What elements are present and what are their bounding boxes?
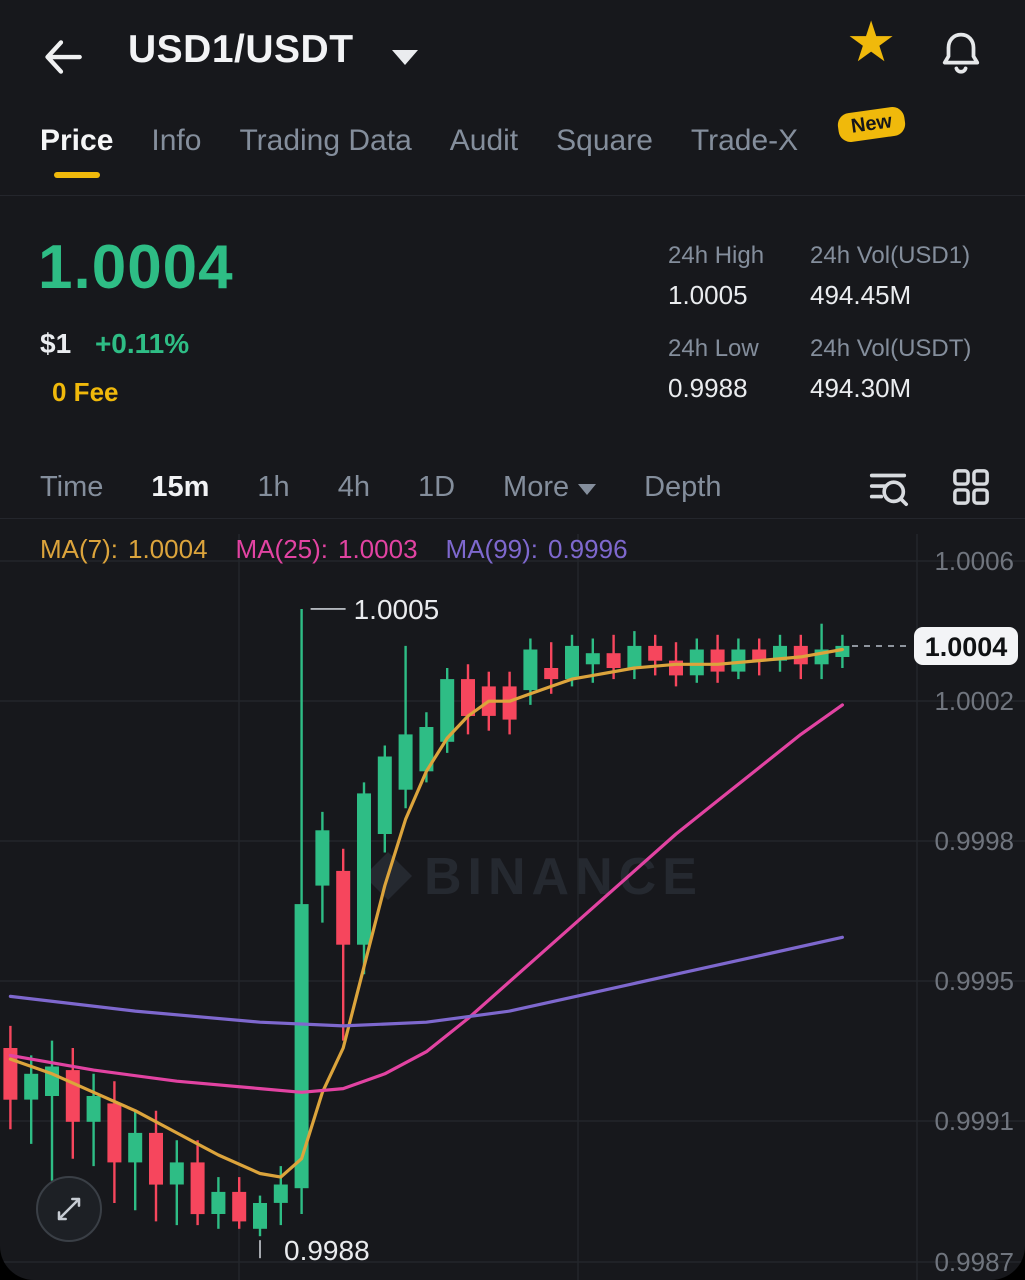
tab-square[interactable]: Square <box>556 124 653 157</box>
tab-audit[interactable]: Audit <box>449 124 519 157</box>
ma-lines <box>8 647 844 1179</box>
stat-label: 24h Low <box>668 335 759 362</box>
tf-time[interactable]: Time <box>40 470 104 503</box>
watermark-text: BINANCE <box>424 848 703 906</box>
tab-info[interactable]: Info <box>151 124 202 157</box>
timeframe-bar: Time 15m 1h 4h 1D More Depth <box>40 464 993 510</box>
tf-15m[interactable]: 15m <box>151 470 210 503</box>
fiat-price: $1 <box>40 328 72 359</box>
ma-line-MA(25) <box>8 703 844 1094</box>
tf-depth[interactable]: Depth <box>644 470 722 503</box>
ma25-legend: MA(25): 1.0003 <box>236 534 418 565</box>
price-axis-labels: 1.0006 1.0002 0.9998 0.9995 0.9991 0.9987 <box>934 546 1014 1277</box>
last-price: 1.0004 <box>38 233 234 302</box>
svg-text:0.9987: 0.9987 <box>934 1247 1014 1277</box>
ma25-value: 1.0003 <box>338 534 418 564</box>
stat-24h-high: 24h High 1.0005 <box>668 242 810 311</box>
favorite-star-icon[interactable]: ★ <box>846 10 897 73</box>
stat-value: 0.9988 <box>668 373 748 403</box>
tab-trade-x[interactable]: Trade-X <box>690 124 799 157</box>
current-price-tag: 1.0004 <box>914 627 1018 665</box>
svg-text:0.9991: 0.9991 <box>934 1106 1014 1136</box>
zero-fee-label: 0 Fee <box>52 377 119 407</box>
ma99-value: 0.9996 <box>548 534 628 564</box>
stat-value: 494.45M <box>810 280 912 310</box>
stat-value: 1.0005 <box>668 280 748 310</box>
stat-24h-vol-usdt: 24h Vol(USDT) 494.30M <box>810 335 996 404</box>
indicator-settings-button[interactable] <box>865 464 911 510</box>
nav-tabs: Price Info Trading Data Audit Square Tra… <box>40 124 1005 182</box>
price-subline: $1 +0.11% <box>40 328 189 360</box>
stat-24h-vol-usd1: 24h Vol(USD1) 494.45M <box>810 242 996 311</box>
svg-text:1.0006: 1.0006 <box>934 546 1014 576</box>
ma7-value: 1.0004 <box>128 534 208 564</box>
ma25-label: MA(25): <box>235 534 328 564</box>
stats-grid: 24h High 1.0005 24h Vol(USD1) 494.45M 24… <box>668 242 996 404</box>
stat-label: 24h High <box>668 242 765 269</box>
ma99-legend: MA(99): 0.9996 <box>446 534 628 565</box>
stat-value: 494.30M <box>810 373 912 403</box>
svg-text:1.0002: 1.0002 <box>934 686 1014 716</box>
ma-legend[interactable]: MA(7): 1.0004 MA(25): 1.0003 MA(99): 0.9… <box>40 534 628 565</box>
price-chart[interactable]: BINANCE 1.0006 1.0002 0.9998 0.9995 0.9991 0.… <box>0 525 1025 1280</box>
ma7-legend: MA(7): 1.0004 <box>40 534 208 565</box>
pair-title[interactable]: USD1/USDT <box>128 28 354 71</box>
svg-text:0.9995: 0.9995 <box>934 966 1014 996</box>
fullscreen-chart-button[interactable] <box>36 1176 102 1242</box>
bell-icon <box>942 32 980 74</box>
tab-price[interactable]: Price <box>40 124 113 182</box>
tf-more[interactable]: More <box>503 470 597 504</box>
timeframe-divider <box>0 518 1025 519</box>
expand-chart-icon <box>57 1197 81 1221</box>
ma-line-MA(7) <box>8 647 844 1179</box>
back-button[interactable] <box>38 32 88 82</box>
back-arrow-icon <box>45 40 82 74</box>
ma-line-MA(99) <box>8 935 844 1028</box>
notification-bell-button[interactable] <box>936 28 988 80</box>
chart-annotations: 1.0005 0.9988 <box>259 594 440 1266</box>
indicator-settings-icon <box>869 473 909 507</box>
more-caret-icon <box>578 483 597 495</box>
tf-1d[interactable]: 1D <box>417 470 456 503</box>
price-change: +0.11% <box>94 328 190 359</box>
svg-text:0.9998: 0.9998 <box>934 826 1014 856</box>
stat-24h-low: 24h Low 0.9988 <box>668 335 810 404</box>
stat-label: 24h Vol(USDT) <box>810 335 972 362</box>
layout-grid-icon <box>953 469 989 505</box>
tf-more-label: More <box>503 470 570 503</box>
pair-dropdown-caret-icon[interactable] <box>392 50 418 65</box>
high-annotation: 1.0005 <box>354 594 440 625</box>
candles <box>3 609 850 1237</box>
stat-label: 24h Vol(USD1) <box>810 242 971 269</box>
tf-1h[interactable]: 1h <box>257 470 290 503</box>
ma99-label: MA(99): <box>445 534 538 564</box>
tf-4h[interactable]: 4h <box>337 470 370 503</box>
header-bar: USD1/USDT ★ <box>0 14 1025 88</box>
low-annotation: 0.9988 <box>284 1235 370 1266</box>
svg-text:1.0004: 1.0004 <box>925 632 1008 662</box>
chart-layout-button[interactable] <box>949 465 993 509</box>
tabs-divider <box>0 195 1025 196</box>
chart-tool-icons <box>865 464 993 510</box>
ma7-label: MA(7): <box>40 534 118 564</box>
tab-trading-data[interactable]: Trading Data <box>239 124 412 157</box>
